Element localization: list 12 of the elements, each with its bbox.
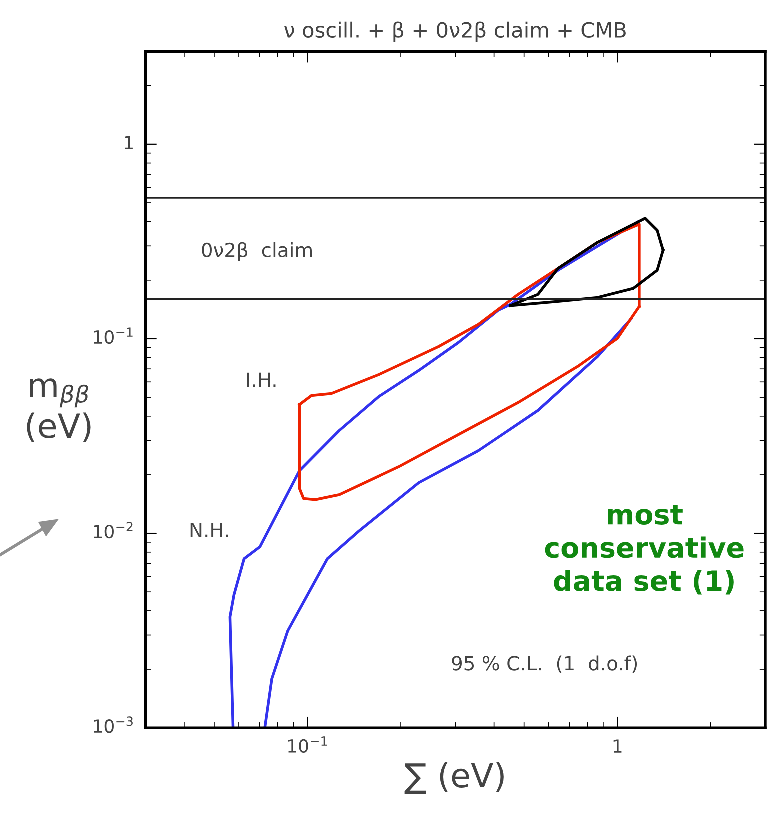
y-tick-label: 1 (125, 136, 133, 150)
chart-title: ν oscill. + β + 0ν2β claim + CMB (284, 22, 626, 42)
x-axis-title: ∑ (eV) (404, 762, 504, 794)
annotation: 0ν2β claim (202, 242, 312, 262)
y-tick-label: 10$^{−2}$ (94, 522, 133, 539)
annotation: N.H. (190, 523, 228, 538)
y-axis-title: m$_{ββ}$ (eV) (27, 378, 91, 442)
y-tick-label: 10$^{−1}$ (94, 328, 133, 344)
annotation: I.H. (247, 372, 276, 388)
annotation: 95 % C.L. (1 d.o.f) (452, 656, 638, 674)
annotation: most conservative data set (1) (545, 505, 744, 595)
y-tick-label: 10$^{−3}$ (94, 716, 133, 734)
